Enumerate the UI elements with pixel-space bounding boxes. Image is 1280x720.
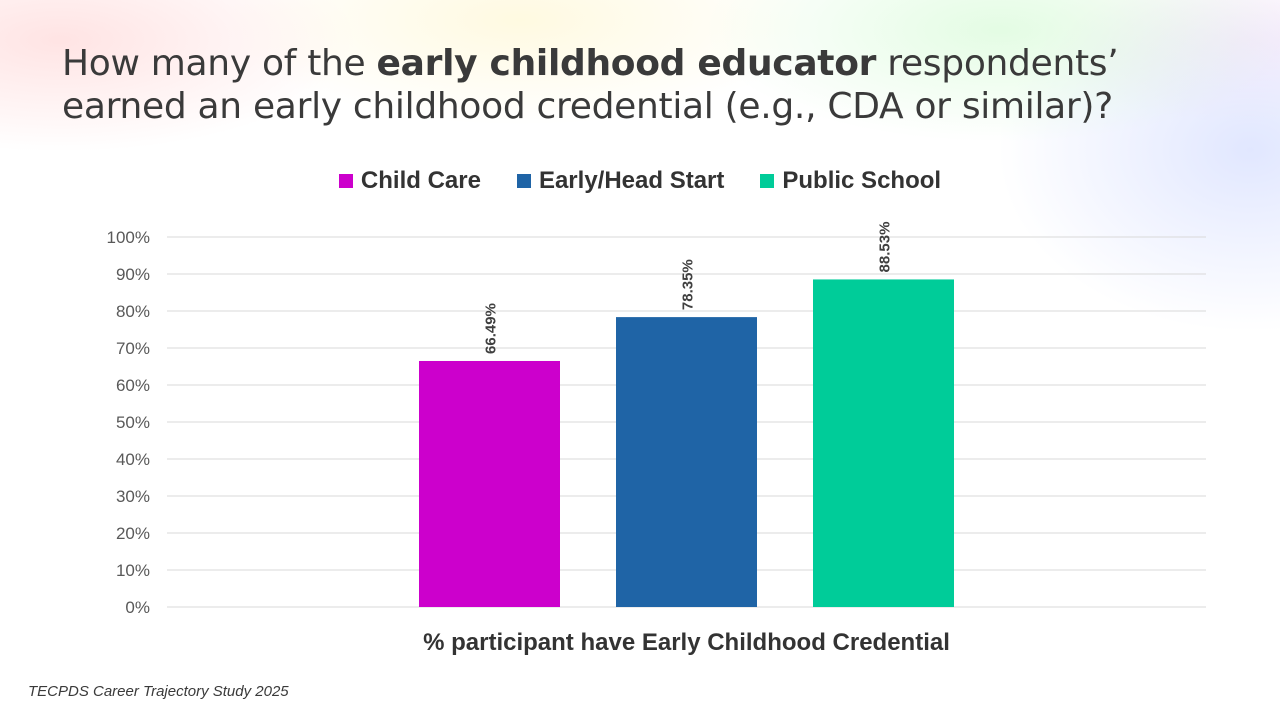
legend-swatch-child-care xyxy=(338,174,353,188)
legend-item-child-care: Child Care xyxy=(338,167,481,195)
data-label: 88.53% xyxy=(877,222,894,273)
legend-swatch-early-head-start xyxy=(516,174,531,188)
y-tick-label: 90% xyxy=(116,265,150,284)
data-label: 78.35% xyxy=(680,259,697,310)
y-tick-label: 30% xyxy=(116,487,150,506)
y-tick-label: 100% xyxy=(107,228,150,247)
y-tick-label: 50% xyxy=(116,413,150,432)
slide-title: How many of the early childhood educator… xyxy=(62,42,1242,128)
y-tick-label: 70% xyxy=(116,339,150,358)
y-tick-label: 80% xyxy=(116,302,150,321)
legend-swatch-public-school xyxy=(760,174,775,188)
title-text-post: respondents’ earned an early childhood c… xyxy=(62,43,1119,127)
bar-child-care xyxy=(419,360,560,607)
bar-early-head-start xyxy=(616,317,757,607)
legend-item-public-school: Public School xyxy=(760,167,941,195)
legend-item-early-head-start: Early/Head Start xyxy=(516,167,725,195)
bar-public-school xyxy=(813,279,954,607)
title-text-bold: early childhood educator xyxy=(376,43,877,84)
footer-source: TECPDS Career Trajectory Study 2025 xyxy=(28,683,289,700)
title-text-pre: How many of the xyxy=(62,43,377,84)
y-tick-label: 60% xyxy=(116,376,150,395)
y-tick-label: 10% xyxy=(116,561,150,580)
x-axis-label: % participant have Early Childhood Crede… xyxy=(423,629,950,656)
chart-legend: Child Care Early/Head Start Public Schoo… xyxy=(0,164,1280,198)
legend-label-child-care: Child Care xyxy=(360,167,481,194)
legend-label-early-head-start: Early/Head Start xyxy=(538,167,725,194)
legend-label-public-school: Public School xyxy=(782,167,942,194)
y-tick-label: 40% xyxy=(116,450,150,469)
y-tick-label: 0% xyxy=(125,598,150,617)
data-label: 66.49% xyxy=(483,303,500,354)
y-tick-label: 20% xyxy=(116,524,150,543)
